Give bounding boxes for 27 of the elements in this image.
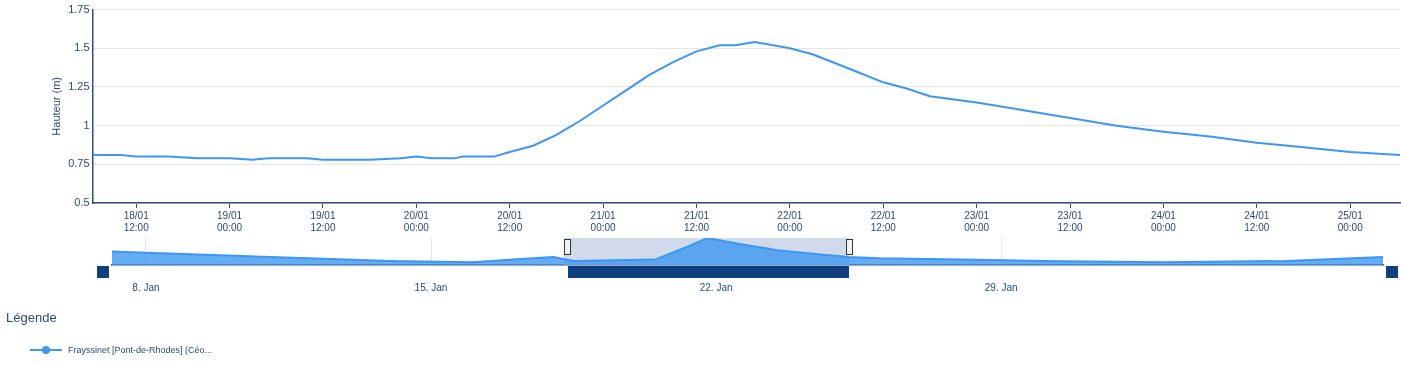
y-tick-label: 1 xyxy=(83,118,90,131)
x-tick-label: 23/01 12:00 xyxy=(1057,209,1083,233)
x-tick-label: 18/01 12:00 xyxy=(123,209,150,233)
x-tick-label: 23/01 00:00 xyxy=(964,209,990,233)
x-tick-label: 20/01 00:00 xyxy=(403,209,430,233)
y-tick-label: 1.5 xyxy=(74,41,90,54)
x-tick-label: 19/01 12:00 xyxy=(310,209,336,233)
legend-label: Frayssinet [Pont-de-Rhodes] (Céo... xyxy=(68,345,213,355)
x-tick-label: 22. Jan xyxy=(699,281,733,293)
x-tick-label: 24/01 00:00 xyxy=(1150,209,1177,233)
x-tick-label: 20/01 12:00 xyxy=(497,209,523,233)
x-tick-label: 15. Jan xyxy=(414,281,448,293)
y-tick-label: 0.5 xyxy=(74,196,90,209)
x-tick-label: 24/01 12:00 xyxy=(1244,209,1270,233)
x-tick-label: 25/01 00:00 xyxy=(1337,209,1364,233)
x-tick-label: 19/01 00:00 xyxy=(217,209,243,233)
x-tick-label: 21/01 00:00 xyxy=(590,209,617,233)
y-tick-label: 1.75 xyxy=(68,2,90,15)
x-tick-label: 29. Jan xyxy=(984,281,1018,293)
y-tick-label: 1.25 xyxy=(68,79,90,92)
x-tick-label: 21/01 12:00 xyxy=(683,209,710,233)
x-tick-label: 22/01 00:00 xyxy=(777,209,803,233)
x-tick-label: 8. Jan xyxy=(132,281,160,293)
legend-title: Légende xyxy=(6,310,58,325)
x-tick-label: 22/01 12:00 xyxy=(870,209,897,233)
y-tick-label: 0.75 xyxy=(68,157,90,170)
y-axis-title: Hauteur (m) xyxy=(49,76,62,136)
